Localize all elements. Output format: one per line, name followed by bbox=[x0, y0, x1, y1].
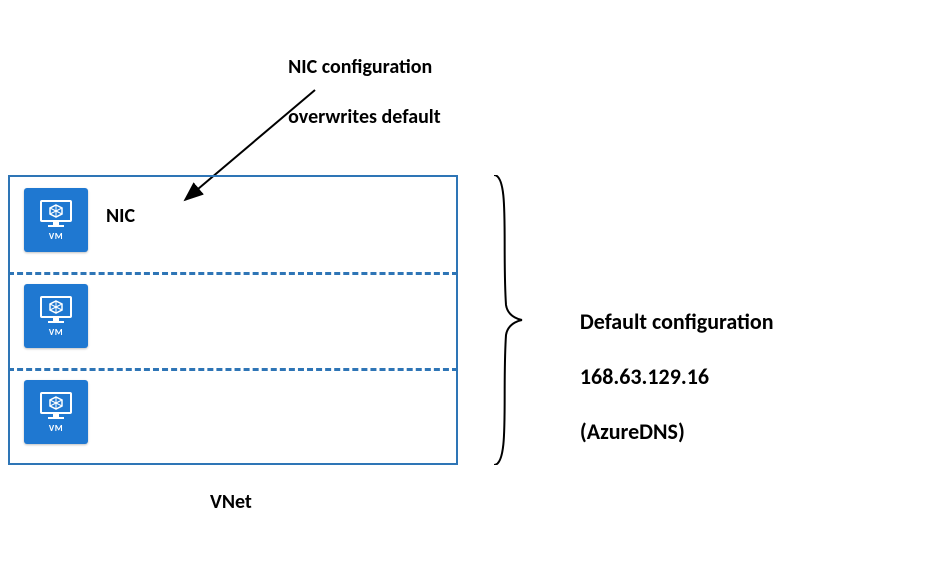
vm-icon-2-label: VM bbox=[49, 327, 63, 338]
vm-icon-1-label: VM bbox=[49, 231, 63, 242]
brace bbox=[492, 175, 532, 465]
vnet-label: VNet bbox=[210, 490, 252, 515]
default-line1: Default configuration bbox=[580, 308, 774, 335]
title-text: NIC configuration overwrites default bbox=[270, 30, 441, 155]
vm-icon-3: VM bbox=[24, 380, 88, 444]
vm-icon-1: VM bbox=[24, 188, 88, 252]
default-config-text: Default configuration 168.63.129.16 (Azu… bbox=[560, 280, 774, 473]
vnet-divider-1 bbox=[8, 272, 458, 275]
vm-icon-3-label: VM bbox=[49, 423, 63, 434]
vm-icon-2: VM bbox=[24, 284, 88, 348]
nic-label: NIC bbox=[106, 204, 135, 229]
diagram-root: NIC configuration overwrites default VM bbox=[0, 0, 940, 580]
title-line1: NIC configuration bbox=[288, 55, 432, 79]
title-line2: overwrites default bbox=[288, 105, 441, 129]
default-line3: (AzureDNS) bbox=[580, 418, 685, 445]
default-line2: 168.63.129.16 bbox=[580, 363, 709, 390]
vnet-divider-2 bbox=[8, 368, 458, 371]
